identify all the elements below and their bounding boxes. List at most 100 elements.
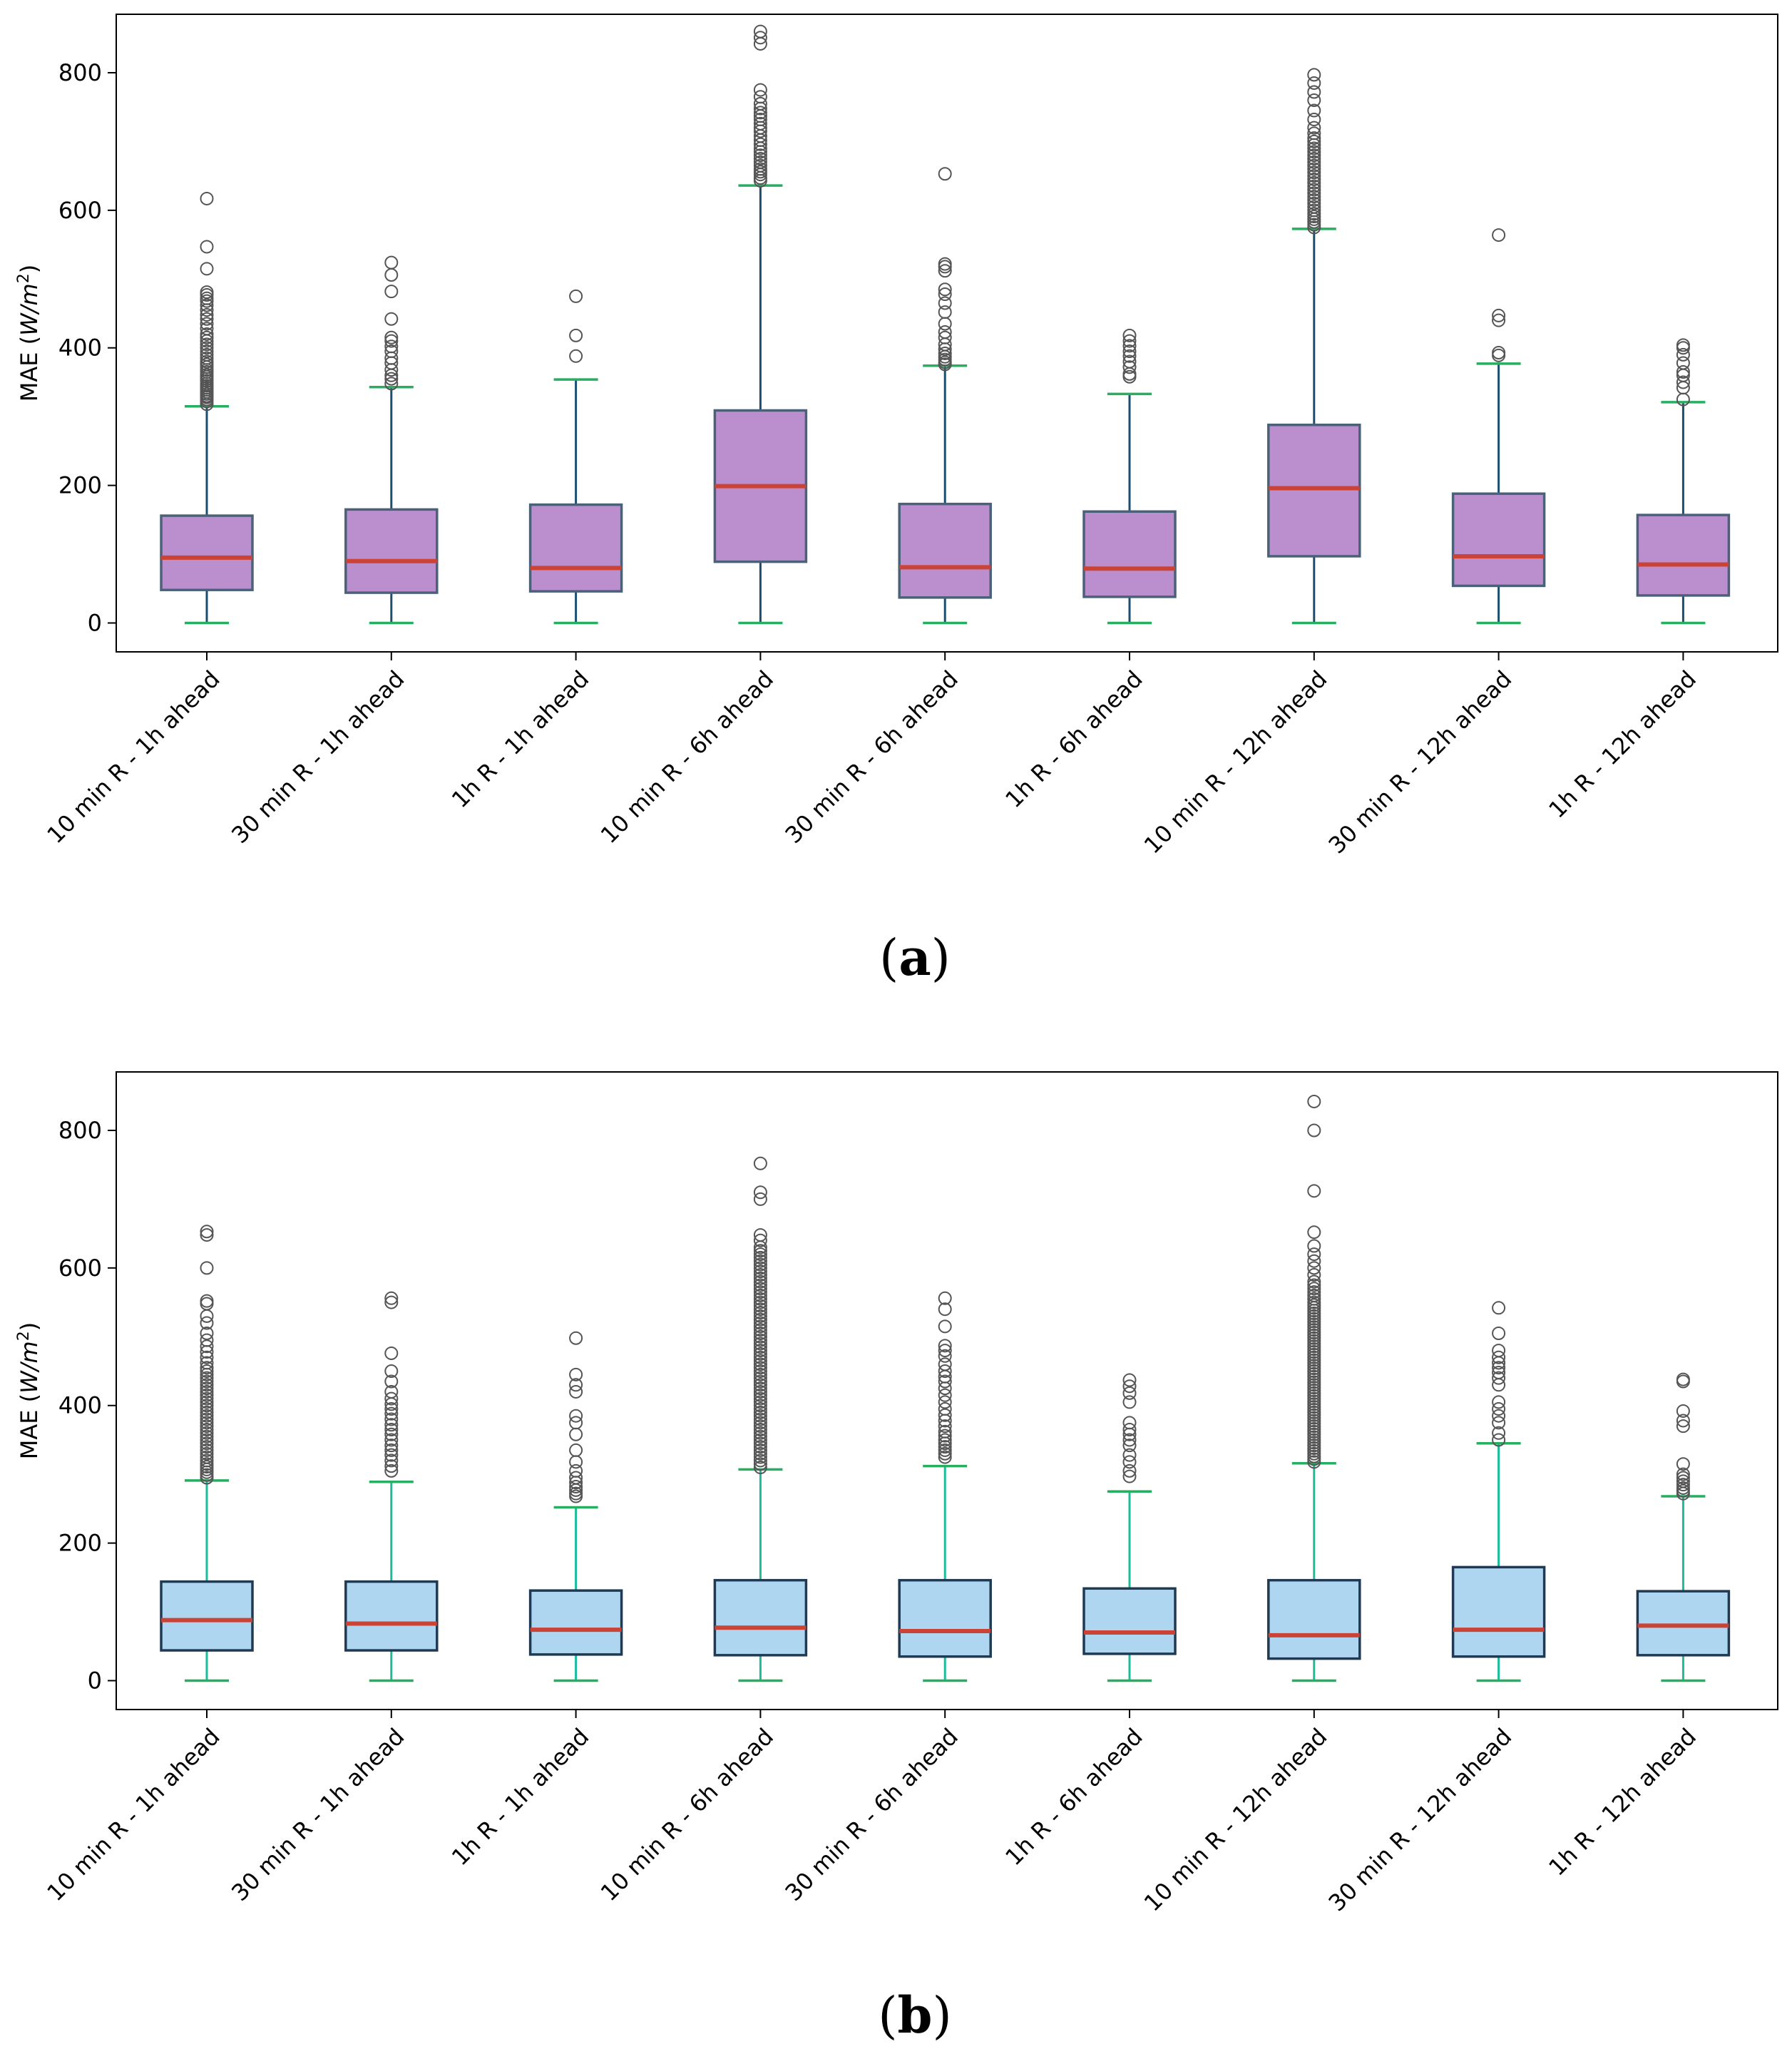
outlier-point (753, 24, 767, 39)
outlier-point (1122, 339, 1137, 353)
box-body (1451, 492, 1546, 588)
outlier-point (753, 1412, 767, 1426)
outlier-point (938, 1433, 952, 1447)
outlier-point (1307, 1261, 1321, 1275)
outlier-point (569, 328, 583, 342)
outlier-point (200, 285, 214, 300)
outlier-point (753, 1405, 767, 1419)
outlier-point (753, 1228, 767, 1242)
outlier-point (1676, 1474, 1690, 1488)
outlier-point (1307, 207, 1321, 221)
outlier-point (200, 1228, 214, 1242)
x-tick-label: 10 min R - 6h ahead (595, 1723, 779, 1906)
outlier-point (753, 148, 767, 163)
outlier-point (200, 1381, 214, 1396)
outlier-point (200, 1433, 214, 1447)
outlier-point (753, 1329, 767, 1344)
outlier-point (200, 307, 214, 322)
x-tick-label: 1h R - 1h ahead (446, 1723, 594, 1871)
outlier-point (1307, 1254, 1321, 1268)
outlier-point (1307, 85, 1321, 99)
outlier-point (753, 106, 767, 120)
panel-a-boxes (160, 24, 1731, 625)
outlier-point (1307, 76, 1321, 90)
outlier-point (1307, 93, 1321, 108)
outlier-point (200, 312, 214, 326)
outlier-point (200, 330, 214, 344)
outlier-point (569, 1463, 583, 1478)
outlier-point (753, 1378, 767, 1392)
x-tick-label: 30 min R - 1h ahead (226, 665, 409, 849)
outlier-point (753, 1309, 767, 1323)
outlier-point (753, 1333, 767, 1347)
outlier-point (200, 1395, 214, 1409)
outlier-point (1122, 1379, 1137, 1394)
outlier-point (200, 191, 214, 205)
outlier-point (569, 1331, 583, 1345)
outlier-point (1307, 193, 1321, 207)
outlier-point (753, 1340, 767, 1354)
box-body (1267, 423, 1361, 558)
outlier-point (938, 1408, 952, 1422)
outlier-point (753, 1409, 767, 1423)
outlier-point (938, 305, 952, 320)
outlier-point (1676, 364, 1690, 379)
box-4 (713, 24, 808, 625)
outlier-point (1307, 1292, 1321, 1306)
outlier-point (200, 1405, 214, 1419)
outlier-point (384, 1459, 399, 1473)
panel-a-y-ticks: 0 200 400 600 800 (58, 59, 116, 636)
outlier-point (384, 1291, 399, 1305)
x-tick-label: 30 min R - 6h ahead (780, 1723, 963, 1906)
outlier-point (384, 1346, 399, 1360)
y-tick-label: 400 (58, 334, 102, 362)
outlier-point (1492, 1416, 1506, 1430)
x-tick-label: 1h R - 12h ahead (1543, 665, 1701, 824)
outlier-point (753, 1381, 767, 1396)
outlier-point (1307, 158, 1321, 173)
outlier-point (753, 113, 767, 127)
outlier-point (753, 1399, 767, 1413)
outlier-point (1492, 308, 1506, 322)
x-tick-label: 30 min R - 12h ahead (1323, 1723, 1517, 1917)
outlier-point (1307, 1267, 1321, 1282)
outlier-point (938, 346, 952, 360)
outlier-point (1492, 1402, 1506, 1416)
outlier-point (753, 1391, 767, 1406)
box-body (1636, 1590, 1731, 1657)
outlier-point (753, 90, 767, 104)
outlier-point (1307, 68, 1321, 82)
outlier-point (753, 1312, 767, 1327)
outlier-point (200, 341, 214, 355)
panel-a-caption: (a) (879, 928, 951, 987)
outlier-point (1676, 1419, 1690, 1434)
outlier-point (1676, 1467, 1690, 1481)
outlier-point (938, 1319, 952, 1334)
outlier-point (200, 1450, 214, 1464)
outlier-point (200, 1429, 214, 1444)
box-5 (898, 1291, 992, 1682)
y-tick-label: 200 (58, 1530, 102, 1557)
outlier-point (753, 1357, 767, 1371)
outlier-point (200, 1436, 214, 1451)
y-tick-label: 0 (88, 609, 102, 636)
outlier-point (938, 1429, 952, 1443)
x-tick-label: 1h R - 6h ahead (1000, 1723, 1147, 1871)
outlier-point (200, 1350, 214, 1364)
outlier-point (384, 1295, 399, 1309)
outlier-point (753, 96, 767, 111)
outlier-point (1122, 349, 1137, 363)
outlier-point (938, 1357, 952, 1371)
outlier-point (1307, 169, 1321, 183)
outlier-point (1492, 1433, 1506, 1447)
outlier-point (753, 1440, 767, 1454)
outlier-point (1676, 356, 1690, 370)
outlier-point (200, 1402, 214, 1416)
outlier-point (200, 240, 214, 254)
outlier-point (384, 1418, 399, 1432)
x-tick-label: 10 min R - 12h ahead (1139, 665, 1333, 859)
box-body (1082, 1587, 1177, 1655)
outlier-point (200, 1409, 214, 1423)
outlier-point (1122, 1422, 1137, 1436)
